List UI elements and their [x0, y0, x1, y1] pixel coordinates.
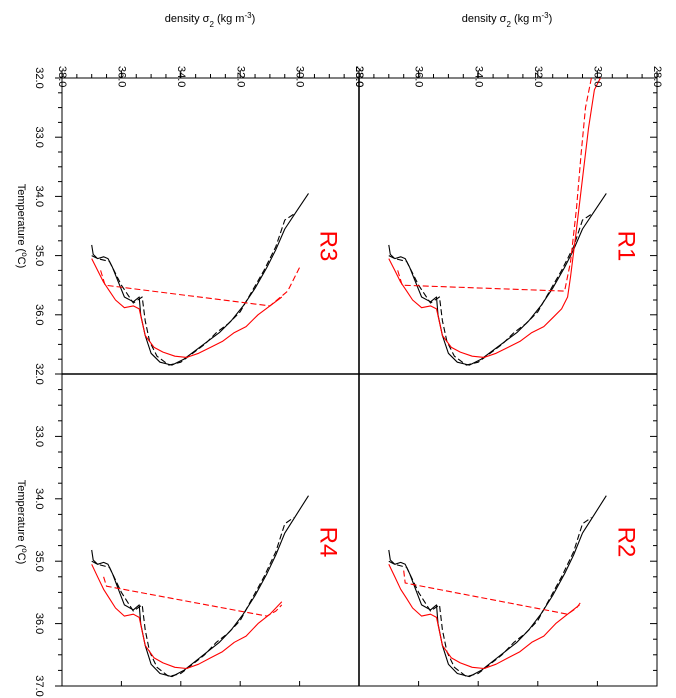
y-tick-label: 34.0: [33, 488, 45, 509]
series-line-black-dashed: [388, 517, 592, 678]
x-tick-label: 36.0: [115, 66, 127, 87]
series-line-black-solid: [91, 495, 309, 678]
panel-r4: [91, 495, 309, 678]
series-line-black-solid: [388, 193, 607, 366]
y-tick-label: 32.0: [33, 67, 45, 88]
panel-r3: [91, 193, 309, 366]
y-tick-label: 36.0: [33, 304, 45, 325]
y-tick-label: 35.0: [33, 550, 45, 571]
x-tick-label: 38.0: [56, 66, 68, 87]
x-tick-label: 28.0: [651, 66, 663, 87]
series-line-red-dashed: [103, 576, 283, 617]
x-tick-label: 32.0: [532, 66, 544, 87]
y-tick-label: 33.0: [33, 426, 45, 447]
y-tick-label: 33.0: [33, 126, 45, 147]
series-line-red-solid: [388, 78, 601, 358]
series-line-red-solid: [91, 564, 283, 670]
series-line-red-dashed: [403, 570, 582, 615]
panel-label: R4: [315, 527, 342, 558]
x-tick-label: 38.0: [353, 66, 365, 87]
x-tick-label: 30.0: [294, 66, 306, 87]
series-line-red-dashed: [397, 78, 592, 292]
y-tick-label: 34.0: [33, 186, 45, 207]
series-line-black-dashed: [91, 213, 295, 366]
y-tick-label: 32.0: [33, 363, 45, 384]
series-line-black-dashed: [91, 517, 295, 678]
y-tick-label: 36.0: [33, 613, 45, 634]
panel-r2: [388, 495, 607, 678]
series-line-black-solid: [91, 193, 309, 366]
x-tick-label: 34.0: [472, 66, 484, 87]
x-tick-label: 34.0: [175, 66, 187, 87]
x-tick-label: 30.0: [591, 66, 603, 87]
x-tick-label: 32.0: [234, 66, 246, 87]
x-axis-label: density σ2 (kg m-3): [462, 11, 553, 29]
series-line-red-solid: [91, 258, 283, 358]
x-axis-label: density σ2 (kg m-3): [165, 11, 256, 29]
series-line-black-dashed: [388, 213, 592, 366]
y-axis-label: Temperature (oC): [15, 184, 30, 269]
y-axis-label: Temperature (oC): [15, 480, 30, 565]
panel-r1: [388, 78, 607, 366]
panel-label: R3: [315, 231, 342, 262]
panel-label: R1: [613, 231, 640, 262]
series-line-red-solid: [388, 564, 580, 670]
y-tick-label: 35.0: [33, 245, 45, 266]
x-tick-label: 36.0: [413, 66, 425, 87]
panel-label: R2: [613, 527, 640, 558]
series-line-red-dashed: [100, 267, 301, 307]
x-tick-label: 28.0: [353, 66, 365, 87]
y-tick-label: 37.0: [33, 675, 45, 696]
